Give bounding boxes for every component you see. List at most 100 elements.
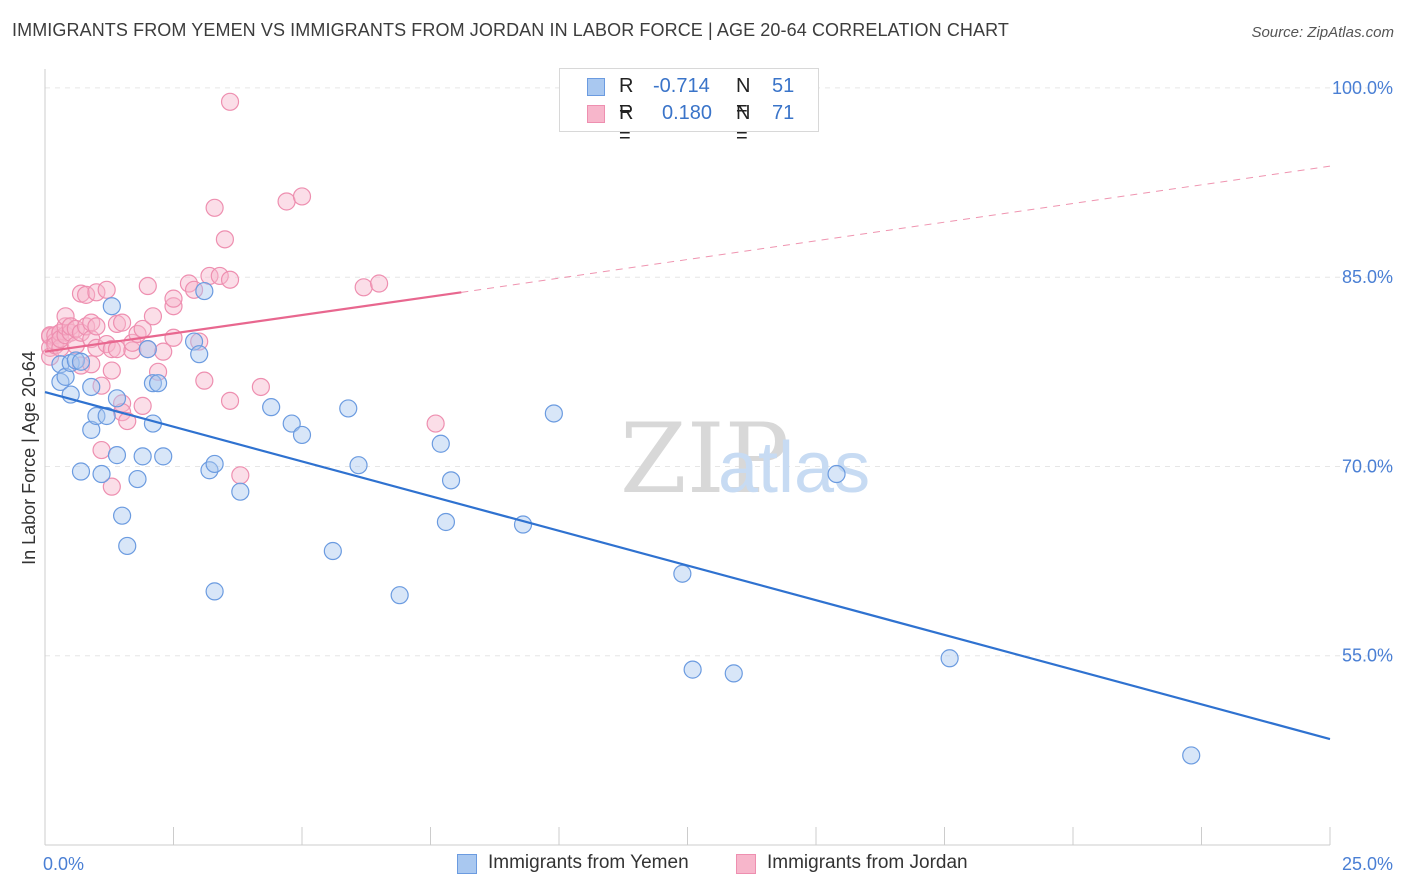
jordan-point: [87, 317, 106, 336]
jordan-point: [210, 266, 229, 286]
yemen-point: [102, 297, 121, 316]
yemen-point: [323, 541, 342, 561]
axes: [44, 69, 1331, 846]
yemen-point: [107, 389, 127, 408]
jordan-point: [292, 187, 312, 206]
jordan-point: [154, 342, 173, 361]
jordan-point: [123, 341, 142, 360]
legend-swatch-jordan: [736, 854, 756, 874]
jordan-point: [97, 280, 116, 299]
jordan-point: [195, 371, 214, 390]
yemen-point: [133, 447, 152, 466]
jordan-point: [138, 276, 157, 296]
legend-n-value: 71: [772, 102, 795, 124]
yemen-point: [71, 352, 91, 371]
jordan-point: [102, 361, 121, 380]
yemen-point: [292, 425, 312, 445]
jordan-point: [220, 270, 240, 289]
jordan-point: [133, 396, 152, 415]
jordan-point: [354, 278, 373, 297]
jordan-point: [112, 313, 132, 332]
jordan-point: [56, 307, 75, 326]
yemen-point: [349, 456, 368, 475]
yemen-point: [154, 447, 173, 466]
jordan-point: [164, 289, 183, 308]
legend-r-label: R =: [619, 75, 634, 120]
yemen-point: [71, 462, 91, 481]
yemen-points: [51, 281, 1201, 765]
x-tick-label: 25.0%: [1342, 854, 1393, 874]
yemen-point: [441, 471, 461, 490]
yemen-point: [195, 281, 214, 301]
jordan-points: [41, 92, 445, 496]
stats-legend: R = -0.714 N = 51 R = 0.180 N = 71: [559, 68, 819, 147]
yemen-point: [544, 404, 563, 423]
yemen-point: [82, 377, 101, 397]
yemen-point: [87, 406, 106, 426]
yemen-point: [673, 564, 692, 583]
yemen-point: [724, 664, 743, 683]
yemen-point: [107, 446, 127, 465]
jordan-trendline: [44, 291, 462, 353]
yemen-point: [262, 398, 281, 417]
jordan-point: [164, 297, 183, 316]
y-tick-label: 55.0%: [1342, 646, 1393, 666]
yemen-point: [205, 582, 224, 601]
yemen-point: [56, 367, 75, 386]
legend-label-jordan: Immigrants from Jordan: [767, 852, 968, 873]
yemen-point: [431, 434, 450, 453]
jordan-point: [370, 274, 389, 293]
chart-title: IMMIGRANTS FROM YEMEN VS IMMIGRANTS FROM…: [12, 20, 1009, 40]
jordan-point: [61, 317, 80, 336]
yemen-point: [97, 406, 116, 426]
trendlines: [44, 165, 1331, 741]
jordan-point: [92, 440, 111, 460]
jordan-trendline-extension: [461, 165, 1331, 293]
yemen-point: [683, 660, 702, 679]
yemen-point: [138, 340, 157, 359]
watermark-atlas: atlas: [718, 428, 870, 508]
legend-r-label: R =: [619, 102, 634, 147]
jordan-point: [102, 477, 121, 496]
yemen-point: [205, 454, 224, 474]
yemen-point: [148, 374, 168, 393]
yemen-point: [827, 464, 846, 484]
yemen-point: [231, 482, 250, 501]
yemen-point: [940, 649, 959, 668]
legend-r-value: 0.180: [662, 102, 713, 124]
legend-swatch-jordan: [587, 105, 605, 123]
legend-swatch-yemen: [457, 854, 477, 874]
gridlines: [45, 87, 1393, 657]
legend-label-yemen: Immigrants from Yemen: [488, 852, 689, 873]
jordan-point: [118, 411, 137, 431]
jordan-point: [251, 377, 270, 397]
y-tick-label: 70.0%: [1342, 456, 1393, 476]
jordan-point: [277, 192, 296, 211]
yemen-point: [1182, 746, 1201, 765]
jordan-point: [143, 307, 163, 326]
legend-n-label: N =: [736, 102, 751, 147]
x-tick-label: 0.0%: [43, 854, 84, 874]
watermark-zip: ZIP: [620, 403, 789, 515]
jordan-point: [190, 332, 209, 351]
x-tick-labels: 0.0% 25.0%: [43, 854, 1393, 874]
jordan-point: [426, 414, 445, 433]
y-tick-label: 85.0%: [1342, 267, 1393, 287]
jordan-point: [220, 92, 240, 111]
jordan-point: [102, 340, 121, 359]
legend-n-label: N =: [736, 75, 751, 120]
y-axis-label: In Labor Force | Age 20-64: [19, 351, 39, 565]
yemen-point: [92, 464, 111, 484]
yemen-trendline: [44, 390, 1331, 741]
jordan-point: [215, 230, 234, 249]
y-tick-label: 100.0%: [1332, 78, 1393, 98]
yemen-point: [339, 399, 358, 418]
yemen-point: [128, 469, 147, 489]
yemen-point: [82, 420, 101, 439]
yemen-point: [118, 536, 137, 556]
y-tick-labels: 100.0% 85.0% 70.0% 55.0%: [1332, 78, 1393, 666]
yemen-point: [143, 374, 163, 393]
yemen-point: [282, 414, 301, 433]
jordan-point: [205, 198, 224, 217]
